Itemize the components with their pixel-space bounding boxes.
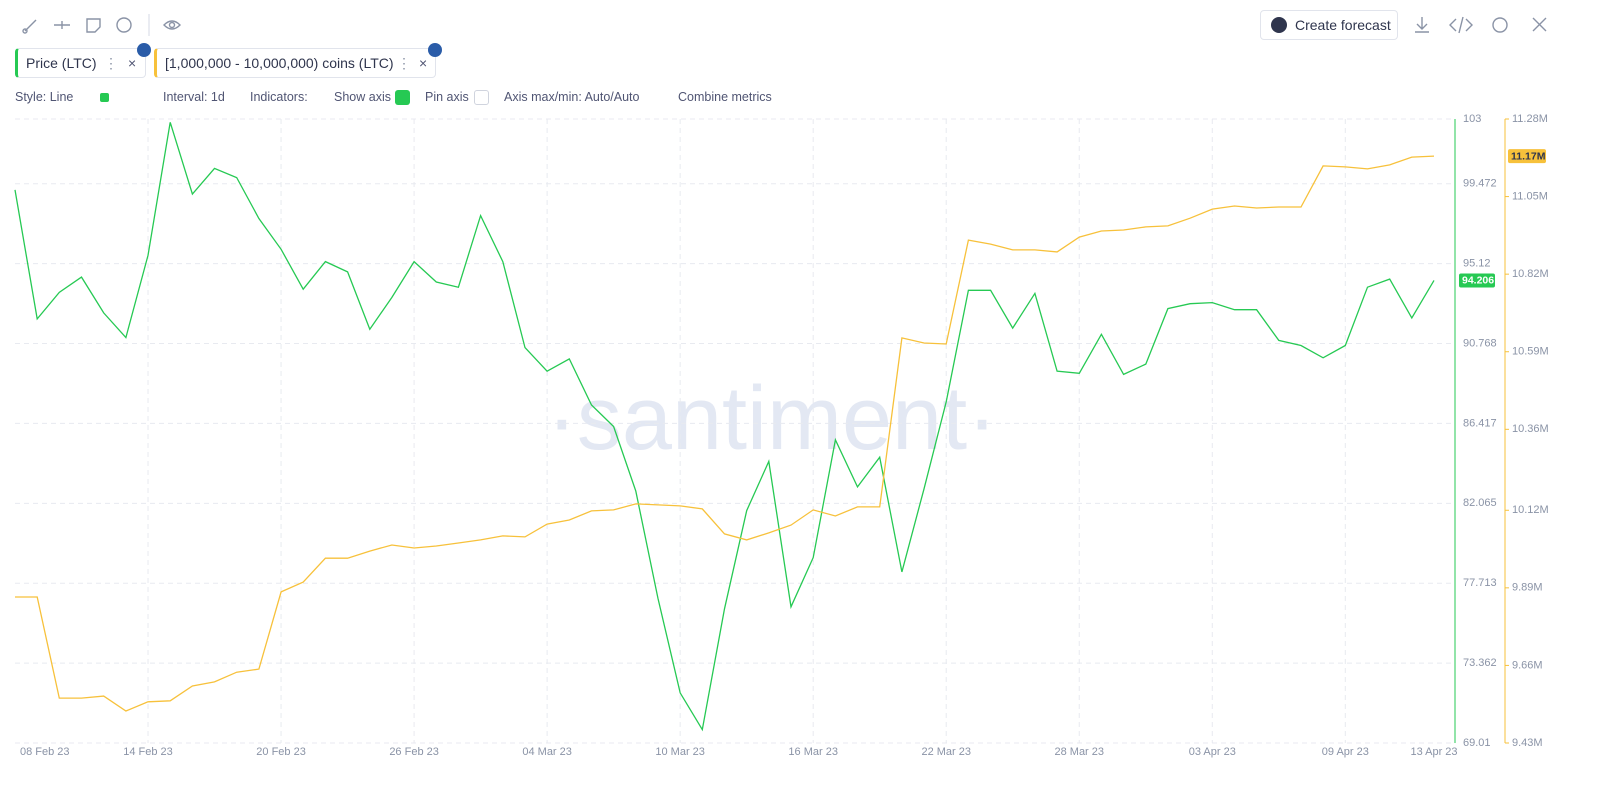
emoji-tool[interactable] <box>116 17 132 33</box>
x-tick-label: 22 Mar 23 <box>921 746 971 758</box>
y-tick-label: 90.768 <box>1463 337 1497 349</box>
y-tick-label: 77.713 <box>1463 577 1497 589</box>
eye-pupil <box>168 21 176 29</box>
metric-tab[interactable]: [1,000,000 - 10,000,000) coins (LTC) ⋮ × <box>154 48 436 78</box>
embed-icon[interactable] <box>1449 16 1473 34</box>
show-axis-setting[interactable]: Show axis <box>334 90 391 104</box>
santiment-logo <box>1271 17 1287 33</box>
tab-close[interactable]: × <box>419 55 428 71</box>
style-setting[interactable]: Style: Line <box>15 90 74 104</box>
interval-setting[interactable]: Interval: 1d <box>163 90 225 104</box>
x-tick-label: 09 Apr 23 <box>1322 746 1369 758</box>
ltc-badge <box>137 43 151 57</box>
x-tick-label: 08 Feb 23 <box>20 746 70 758</box>
y2-tick-label: 11.28M <box>1512 113 1548 125</box>
asset-badges <box>137 43 442 57</box>
x-tick-label: 04 Mar 23 <box>522 746 572 758</box>
hline-tool[interactable] <box>54 21 70 29</box>
y-tick-label: 103 <box>1463 113 1481 125</box>
y2-tick-label: 10.12M <box>1512 504 1549 516</box>
last-value-label: 94.206 <box>1462 275 1494 287</box>
tool-icons <box>22 14 181 36</box>
close-icon[interactable] <box>1532 17 1547 32</box>
last-value-badge <box>1459 273 1495 288</box>
show-axis-checkbox[interactable] <box>395 90 410 105</box>
y-tick-label: 99.472 <box>1463 178 1497 190</box>
create-forecast-button[interactable]: Create forecast <box>1260 10 1398 40</box>
y2-tick-label: 11.05M <box>1512 190 1548 202</box>
settings-icon[interactable] <box>1492 17 1508 33</box>
y-tick-label: 86.417 <box>1463 417 1497 429</box>
y-tick-label: 69.01 <box>1463 737 1491 749</box>
y-tick-label: 95.12 <box>1463 258 1491 270</box>
y-tick-label: 82.065 <box>1463 497 1497 509</box>
tab-close[interactable]: × <box>128 55 137 71</box>
combine-metrics[interactable]: Combine metrics <box>678 90 772 104</box>
pin-axis-checkbox[interactable] <box>474 90 489 105</box>
last-value-label: 11.17M <box>1511 150 1546 162</box>
ltc-badge <box>428 43 442 57</box>
x-tick-label: 26 Feb 23 <box>389 746 439 758</box>
x-tick-label: 20 Feb 23 <box>256 746 306 758</box>
last-value-badge <box>1508 149 1546 164</box>
download-icon[interactable] <box>1415 17 1429 33</box>
tab-menu[interactable]: ⋮ <box>397 54 411 71</box>
color-setting[interactable] <box>100 93 109 102</box>
axis-minmax-setting[interactable]: Axis max/min: Auto/Auto <box>504 90 640 104</box>
eye-tool[interactable] <box>163 20 181 30</box>
y2-tick-label: 10.36M <box>1512 423 1549 435</box>
metric-tab-label: Price (LTC) <box>26 55 97 71</box>
x-tick-label: 03 Apr 23 <box>1189 746 1236 758</box>
y-tick-label: 73.362 <box>1463 657 1497 669</box>
y2-tick-label: 9.43M <box>1512 737 1543 749</box>
line-tool-dot <box>22 28 28 34</box>
y2-tick-label: 10.59M <box>1512 346 1549 358</box>
x-tick-label: 13 Apr 23 <box>1410 746 1457 758</box>
x-tick-label: 28 Mar 23 <box>1054 746 1104 758</box>
watermark: ·santiment· <box>547 369 997 469</box>
line-series <box>14 122 1435 732</box>
x-tick-label: 16 Mar 23 <box>788 746 838 758</box>
right-icons <box>1415 16 1547 34</box>
create-forecast-label: Create forecast <box>1295 17 1391 33</box>
line-series <box>15 155 1435 712</box>
y2-tick-label: 10.82M <box>1512 268 1549 280</box>
y2-tick-label: 9.66M <box>1512 659 1543 671</box>
y2-tick-label: 9.89M <box>1512 582 1543 594</box>
pin-axis-setting[interactable]: Pin axis <box>425 90 469 104</box>
x-tick-label: 10 Mar 23 <box>655 746 705 758</box>
note-tool[interactable] <box>86 18 101 33</box>
x-tick-label: 14 Feb 23 <box>123 746 173 758</box>
metric-tab-label: [1,000,000 - 10,000,000) coins (LTC) <box>165 55 394 71</box>
indicators-setting[interactable]: Indicators: <box>250 90 308 104</box>
tab-menu[interactable]: ⋮ <box>104 54 118 71</box>
metric-tab[interactable]: Price (LTC) ⋮ × <box>15 48 146 78</box>
